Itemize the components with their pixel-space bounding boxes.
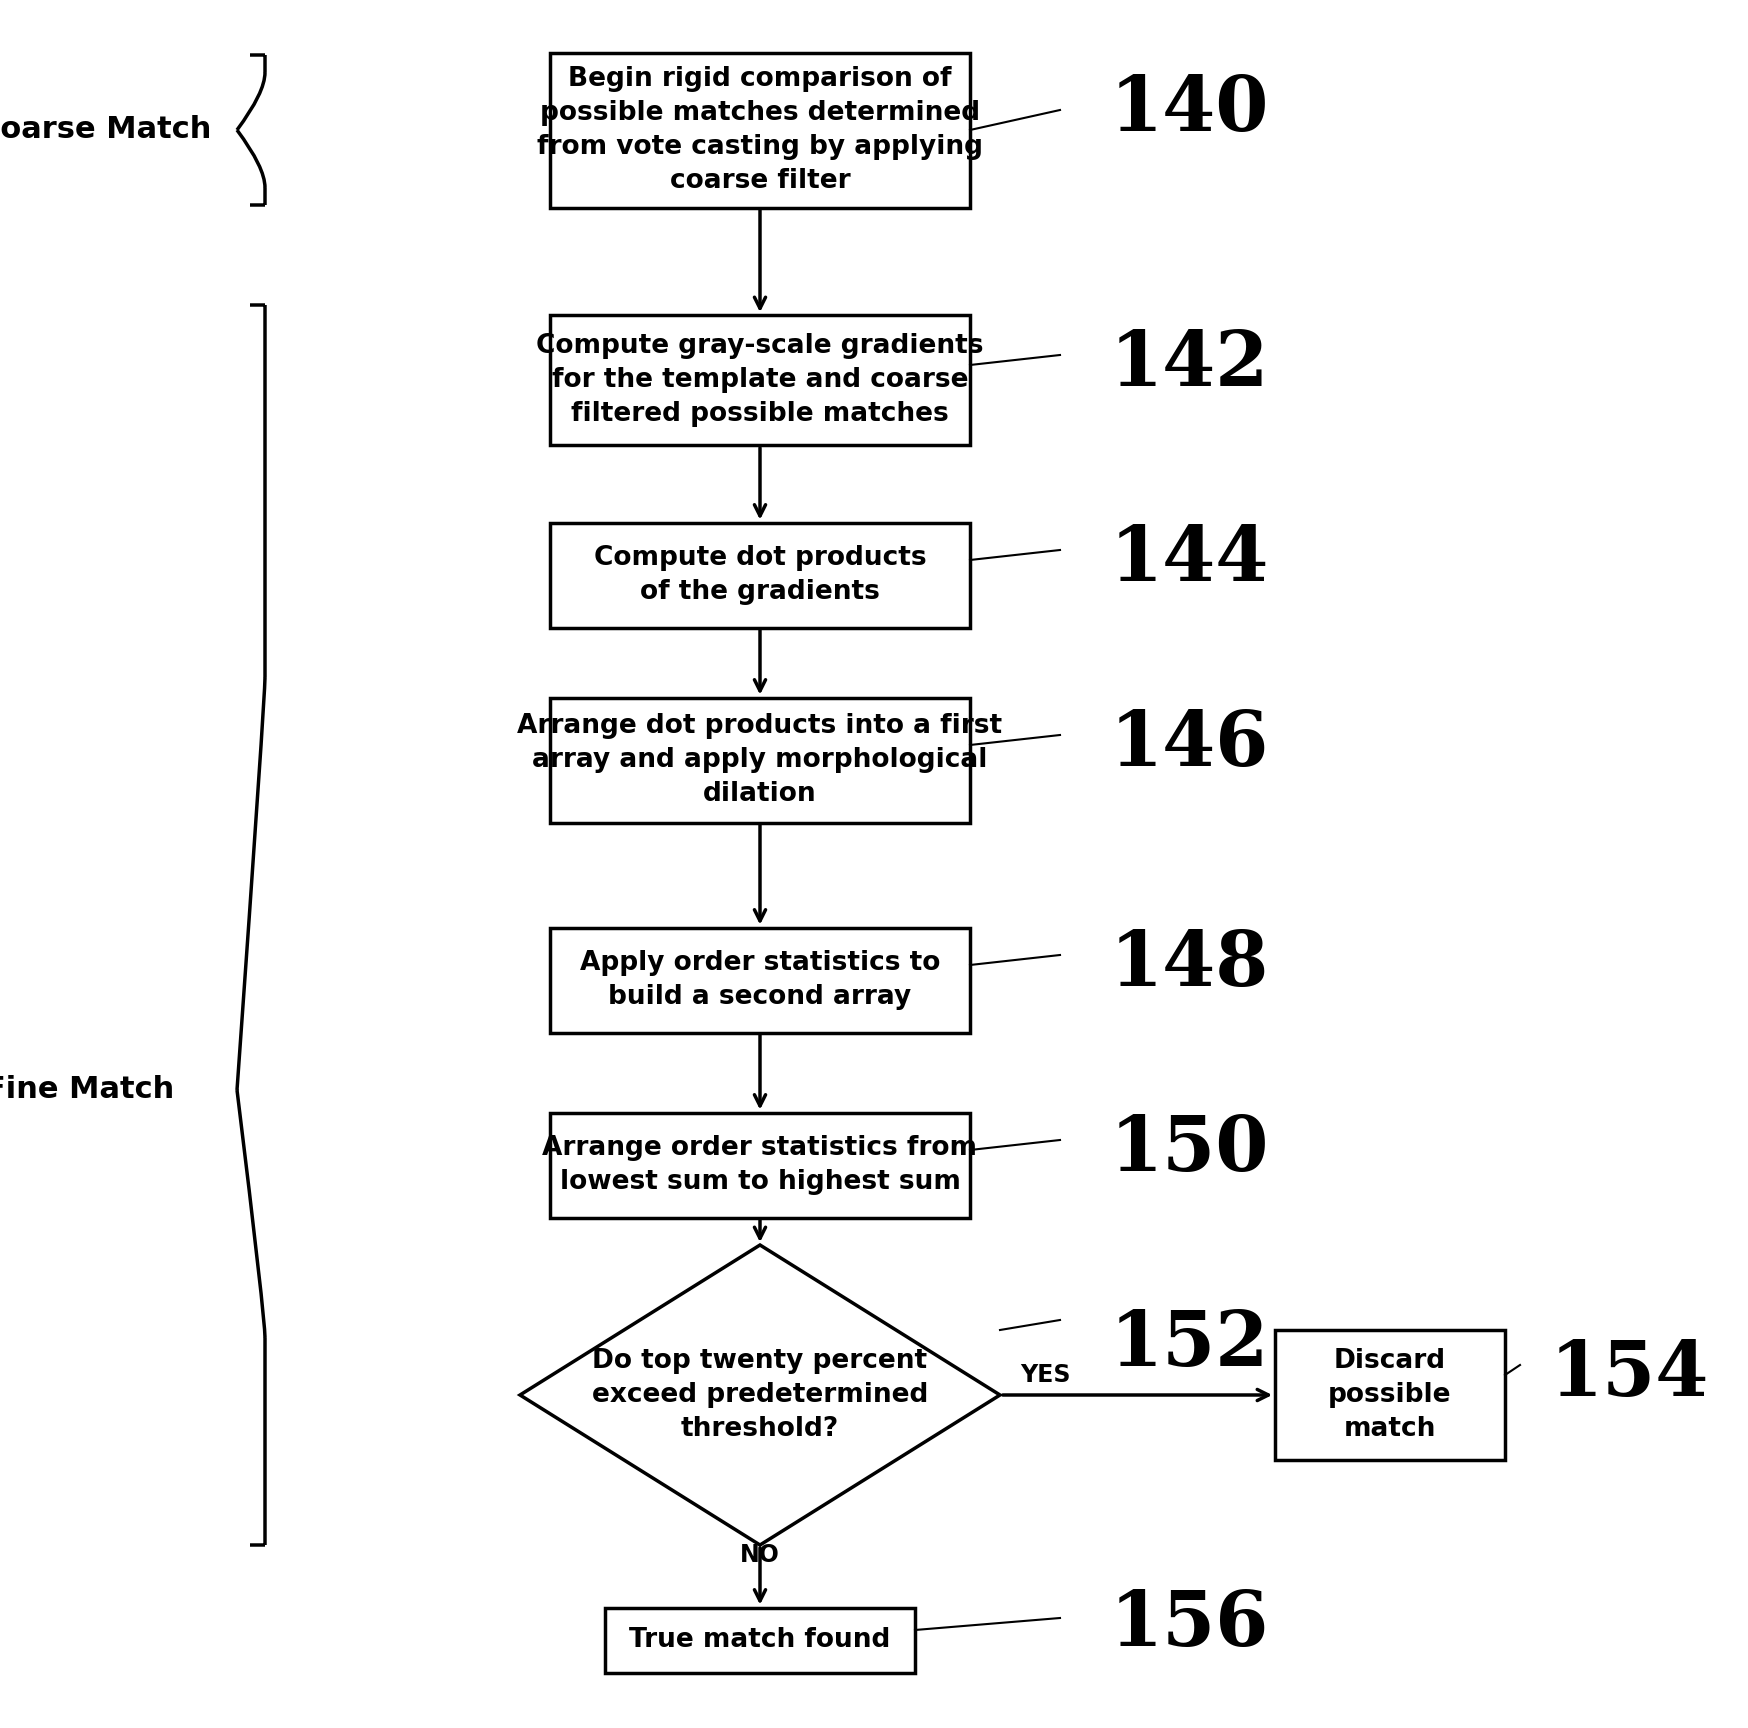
Text: 154: 154	[1550, 1337, 1710, 1412]
Text: 150: 150	[1110, 1113, 1269, 1187]
Text: Coarse Match: Coarse Match	[0, 116, 212, 145]
Bar	[551, 698, 970, 823]
Text: Arrange order statistics from
lowest sum to highest sum: Arrange order statistics from lowest sum…	[542, 1135, 977, 1196]
Text: Discard
possible
match: Discard possible match	[1328, 1348, 1453, 1441]
Text: 148: 148	[1110, 928, 1269, 1002]
Text: Do top twenty percent
exceed predetermined
threshold?: Do top twenty percent exceed predetermin…	[593, 1348, 928, 1441]
Bar	[551, 522, 970, 627]
Text: 140: 140	[1110, 73, 1269, 147]
Text: 144: 144	[1110, 524, 1269, 596]
Text: Compute gray-scale gradients
for the template and coarse
filtered possible match: Compute gray-scale gradients for the tem…	[537, 334, 984, 427]
Bar	[605, 1607, 914, 1673]
Text: NO: NO	[739, 1543, 780, 1567]
Bar	[551, 314, 970, 446]
Text: Arrange dot products into a first
array and apply morphological
dilation: Arrange dot products into a first array …	[517, 714, 1003, 807]
Text: Apply order statistics to
build a second array: Apply order statistics to build a second…	[580, 950, 940, 1009]
Bar	[551, 1113, 970, 1218]
Text: Begin rigid comparison of
possible matches determined
from vote casting by apply: Begin rigid comparison of possible match…	[537, 66, 982, 194]
Bar	[551, 928, 970, 1033]
Text: 146: 146	[1110, 708, 1269, 783]
Text: 152: 152	[1110, 1308, 1269, 1382]
Text: Fine Match: Fine Match	[0, 1075, 175, 1104]
Bar	[551, 52, 970, 207]
Text: 142: 142	[1110, 328, 1269, 403]
Bar	[1274, 1331, 1505, 1460]
Text: YES: YES	[1021, 1363, 1070, 1388]
Text: True match found: True match found	[629, 1628, 891, 1654]
Text: 156: 156	[1110, 1588, 1269, 1662]
Polygon shape	[519, 1244, 1000, 1545]
Text: Compute dot products
of the gradients: Compute dot products of the gradients	[594, 544, 926, 605]
